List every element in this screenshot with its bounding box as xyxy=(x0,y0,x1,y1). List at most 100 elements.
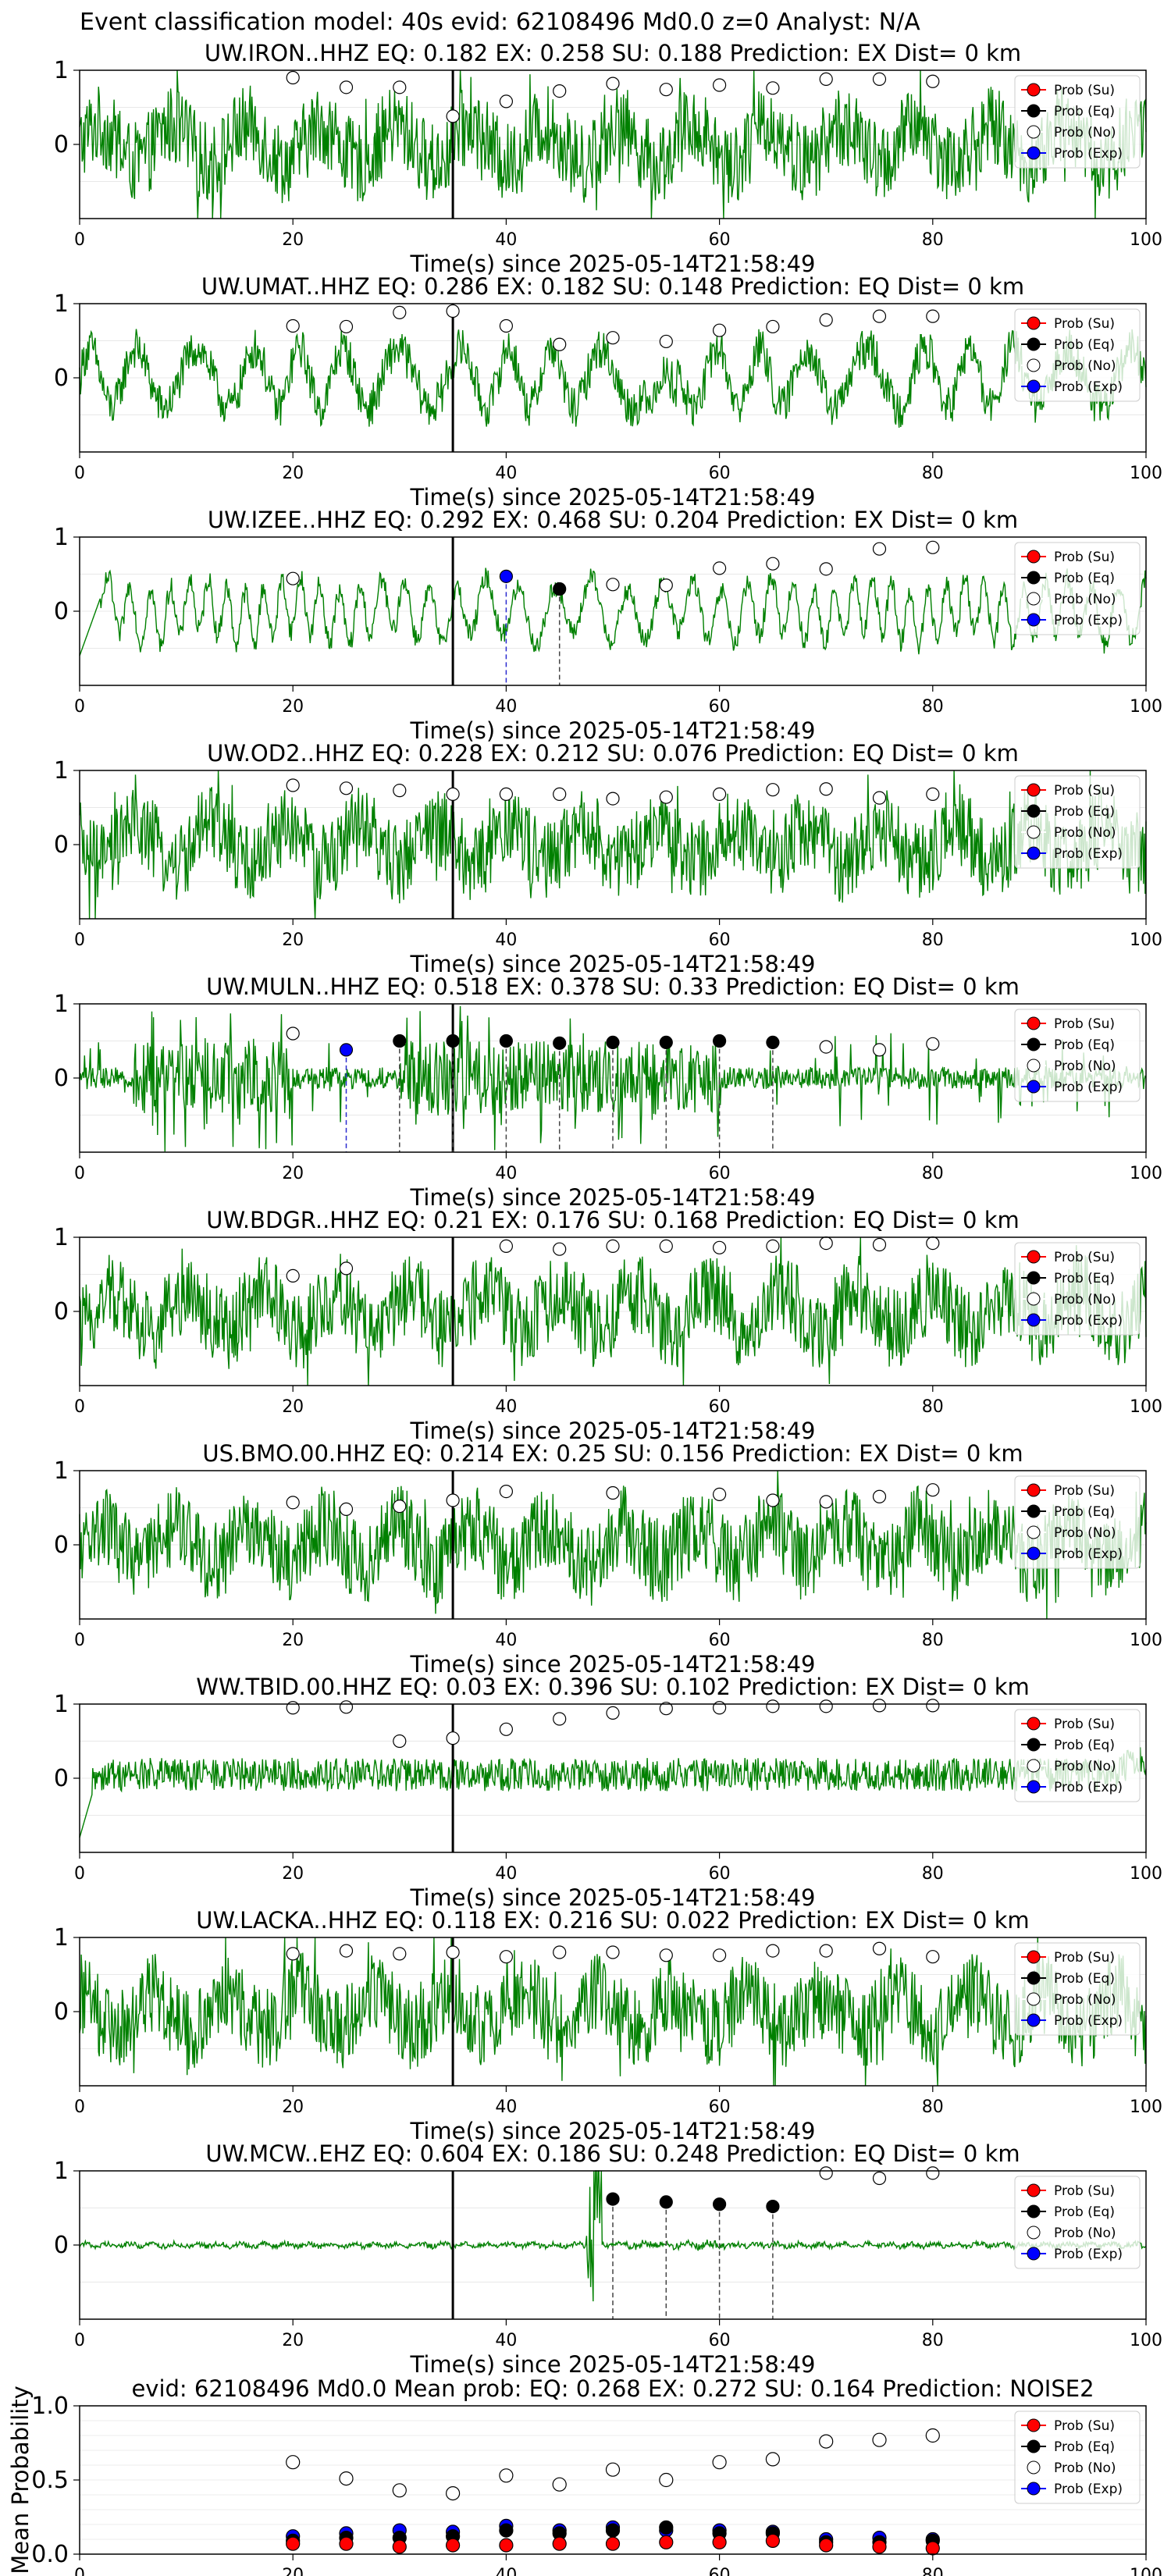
prob-no-point xyxy=(926,1950,940,1964)
legend-marker xyxy=(1027,2183,1041,2197)
x-axis-label: Time(s) since 2025-05-14T21:58:49 xyxy=(410,2118,816,2144)
prob-no-point xyxy=(926,540,940,554)
prob-no-point xyxy=(339,1700,354,1714)
prob-no-point xyxy=(393,1947,407,1961)
x-tick-label: 80 xyxy=(922,2097,944,2117)
legend-label: Prob (Su) xyxy=(1054,83,1115,98)
mean-prob-point-probno xyxy=(765,2452,781,2467)
mean-prob-point-probeq xyxy=(499,2523,514,2538)
panel-title: UW.BDGR..HHZ EQ: 0.21 EX: 0.176 SU: 0.16… xyxy=(206,1207,1019,1233)
legend-marker xyxy=(1027,104,1041,118)
panel-6-legend: Prob (Su) Prob (Eq) Prob (No) Prob (Exp) xyxy=(1014,1242,1141,1336)
waveform-trace xyxy=(79,1747,1147,1838)
x-tick-label: 80 xyxy=(922,1164,944,1183)
prob-no-point xyxy=(499,94,514,109)
legend-label: Prob (Eq) xyxy=(1054,104,1115,119)
y-tick-label: 1 xyxy=(54,290,69,318)
x-tick-label: 60 xyxy=(709,2097,731,2117)
prob-no-point xyxy=(446,1731,460,1745)
x-tick-label: 60 xyxy=(709,1864,731,1884)
mean-prob-point-probno xyxy=(286,2455,301,2470)
x-axis-label: Time(s) since 2025-05-14T21:58:49 xyxy=(410,484,816,511)
waveform-trace xyxy=(79,69,1147,219)
legend-marker xyxy=(1027,804,1041,818)
y-tick-label: 0 xyxy=(54,1532,69,1559)
y-tick-label: 1 xyxy=(54,757,69,785)
x-tick-label: 60 xyxy=(709,930,731,950)
y-tick-label: 0 xyxy=(54,1765,69,1792)
x-tick-label: 40 xyxy=(495,1397,517,1417)
panel-title: WW.TBID.00.HHZ EQ: 0.03 EX: 0.396 SU: 0.… xyxy=(196,1674,1030,1700)
panel-2-legend: Prob (Su) Prob (Eq) Prob (No) Prob (Exp) xyxy=(1014,308,1141,402)
legend-marker xyxy=(1027,125,1041,139)
legend-label: Prob (No) xyxy=(1054,2460,1116,2476)
x-tick-label: 0 xyxy=(74,1631,85,1650)
prob-no-point xyxy=(339,1261,354,1276)
prob-no-point xyxy=(446,304,460,318)
prob-eq-point xyxy=(553,1036,567,1050)
panel-9-legend: Prob (Su) Prob (Eq) Prob (No) Prob (Exp) xyxy=(1014,1942,1141,2036)
prob-no-point xyxy=(766,1699,780,1713)
y-tick-label: 1 xyxy=(54,57,69,84)
prob-no-point xyxy=(553,1712,567,1726)
legend-frame xyxy=(1014,75,1141,169)
legend-marker xyxy=(1027,379,1041,393)
x-tick-label: 40 xyxy=(495,1631,517,1650)
legend-label: Prob (No) xyxy=(1054,1525,1116,1541)
prob-no-point xyxy=(446,109,460,123)
prob-no-point xyxy=(872,542,887,556)
prob-no-point xyxy=(606,578,620,592)
prob-no-point xyxy=(712,323,727,337)
prob-no-point xyxy=(819,1944,833,1958)
y-tick-label: 1 xyxy=(54,1924,69,1952)
prob-eq-point xyxy=(606,1035,620,1050)
prob-no-point xyxy=(819,1495,833,1509)
prob-no-point xyxy=(339,1502,354,1517)
prob-no-point xyxy=(926,2166,940,2180)
prob-no-point xyxy=(286,571,300,585)
x-tick-label: 80 xyxy=(922,464,944,483)
legend-marker xyxy=(1027,2247,1041,2261)
prob-no-point xyxy=(926,1483,940,1497)
legend-label: Prob (Exp) xyxy=(1054,2013,1123,2029)
x-tick-label: 80 xyxy=(922,697,944,717)
legend-label: Prob (Exp) xyxy=(1054,379,1123,395)
panel-4: UW.OD2..HHZ EQ: 0.228 EX: 0.212 SU: 0.07… xyxy=(54,740,1162,977)
x-tick-label: 100 xyxy=(1130,464,1162,483)
x-tick-label: 80 xyxy=(922,2331,944,2350)
waveform-trace xyxy=(79,1470,1147,1620)
y-tick-label: 1 xyxy=(54,524,69,551)
x-tick-label: 20 xyxy=(282,2331,304,2350)
prob-no-point xyxy=(659,334,673,349)
panel-title: UW.LACKA..HHZ EQ: 0.118 EX: 0.216 SU: 0.… xyxy=(196,1907,1029,1934)
legend-label: Prob (Exp) xyxy=(1054,1313,1123,1329)
x-axis-label: Time(s) since 2025-05-14T21:58:49 xyxy=(410,251,816,277)
x-tick-label: 60 xyxy=(709,1631,731,1650)
x-tick-label: 0 xyxy=(74,230,85,250)
legend-label: Prob (Eq) xyxy=(1054,571,1115,586)
x-axis-label: Time(s) since 2025-05-14T21:58:49 xyxy=(410,717,816,744)
y-tick-label: 0 xyxy=(54,2232,69,2259)
x-tick-label: 60 xyxy=(709,697,731,717)
legend-label: Prob (Exp) xyxy=(1054,2247,1123,2262)
x-tick-label: 60 xyxy=(709,1397,731,1417)
mean-prob-point-probno xyxy=(499,2468,514,2483)
x-tick-label: 40 xyxy=(495,1164,517,1183)
prob-no-point xyxy=(766,1239,780,1254)
x-tick-label: 100 xyxy=(1130,2566,1162,2576)
mean-prob-point-probsu xyxy=(445,2538,461,2553)
mean-prob-point-probsu xyxy=(605,2536,621,2551)
y-tick-label: 0.0 xyxy=(31,2541,69,2568)
x-tick-label: 80 xyxy=(922,1397,944,1417)
legend-marker xyxy=(1027,1971,1041,1985)
prob-no-point xyxy=(819,782,833,796)
x-tick-label: 80 xyxy=(922,930,944,950)
legend-frame xyxy=(1014,1942,1141,2036)
legend-marker xyxy=(1027,2204,1041,2218)
mean-prob-point-probsu xyxy=(339,2536,354,2551)
legend-marker xyxy=(1027,83,1041,97)
legend-marker xyxy=(1027,1292,1041,1306)
prob-no-point xyxy=(659,1948,673,1962)
mean-prob-point-probno xyxy=(819,2434,834,2449)
panel-3-legend: Prob (Su) Prob (Eq) Prob (No) Prob (Exp) xyxy=(1014,542,1141,635)
